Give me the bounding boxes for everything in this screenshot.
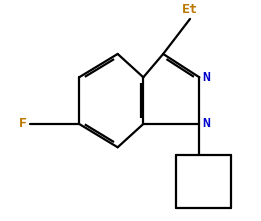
Text: F: F — [19, 117, 27, 130]
Text: N: N — [203, 117, 211, 130]
Text: Et: Et — [182, 3, 198, 16]
Text: N: N — [203, 71, 211, 84]
